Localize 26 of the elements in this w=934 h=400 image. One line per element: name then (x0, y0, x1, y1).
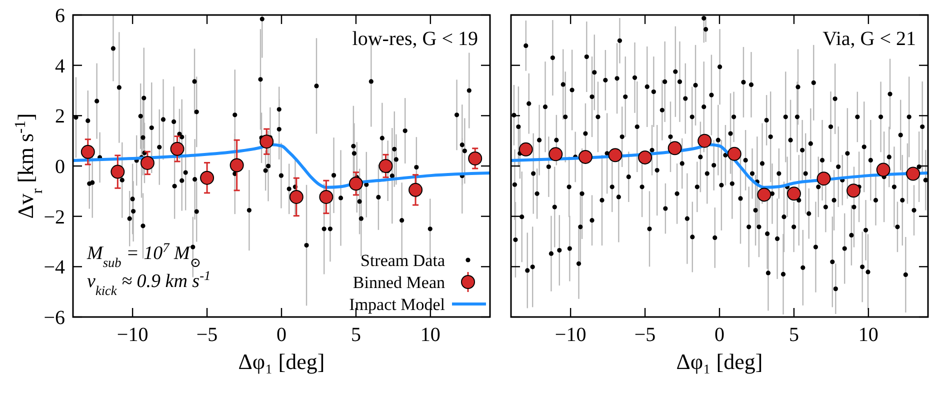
legend-label: Impact Model (349, 294, 446, 314)
x-tick-label: 5 (350, 324, 361, 346)
x-tick-label: 10 (858, 324, 878, 346)
x-tick-label: −10 (554, 324, 586, 346)
y-tick-label: 4 (55, 55, 65, 78)
y-tick-label: 2 (55, 106, 65, 128)
x-tick-label: 10 (420, 324, 440, 346)
annotation: low-res, G < 19 (352, 28, 478, 50)
x-tick-label: 5 (788, 324, 799, 346)
x-tick-label: −10 (116, 324, 148, 346)
x-tick-label: 0 (276, 324, 286, 346)
y-tick-label: −2 (44, 206, 65, 228)
x-tick-label: −5 (634, 324, 656, 346)
annotation: Via, G < 21 (822, 28, 916, 50)
y-tick-label: 0 (55, 156, 65, 178)
x-axis-title: Δφ₁ [deg] (238, 349, 325, 374)
y-tick-label: 6 (55, 5, 65, 27)
y-tick-label: −4 (44, 256, 65, 279)
annotation: M$_{sub}$ = 10$^{7}$ M$_{⊙}$ (86, 240, 202, 270)
y-tick-label: −6 (44, 307, 65, 329)
x-tick-label: 0 (714, 324, 724, 346)
x-axis-title: Δφ₁ [deg] (676, 349, 763, 374)
x-tick-label: −5 (196, 324, 218, 346)
legend-label: Binned Mean (352, 272, 446, 292)
legend-label: Stream Data (360, 250, 446, 270)
annotation: v$_{kick}$ ≈ 0.9 km s$^{-1}$ (87, 268, 211, 298)
